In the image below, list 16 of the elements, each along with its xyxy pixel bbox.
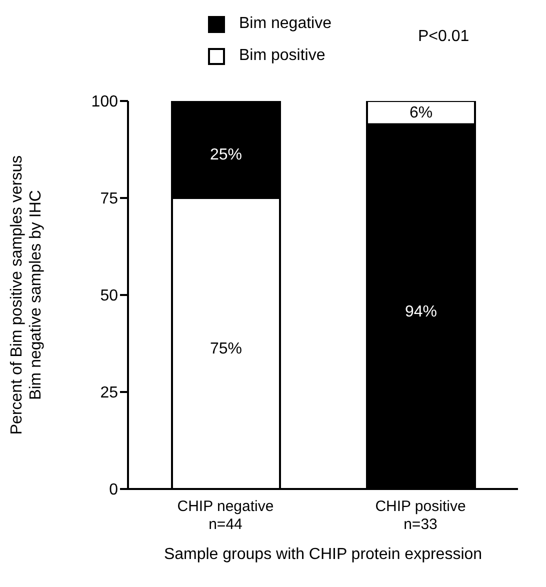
data-label: 25% xyxy=(210,146,242,164)
y-tick-label: 25 xyxy=(100,384,118,402)
data-label: 75% xyxy=(210,340,242,358)
y-axis-title: Percent of Bim positive samples versus Bim negative samples by IHC xyxy=(8,155,44,435)
y-tick-label: 75 xyxy=(100,190,118,208)
text: P<0.01 xyxy=(418,28,470,46)
legend-label: Bim positive xyxy=(239,47,326,65)
legend-label: Bim negative xyxy=(239,15,332,33)
y-tick-label: 50 xyxy=(100,288,118,305)
x-tick-label: CHIP negative n=44 xyxy=(177,498,274,533)
x-axis-title: Sample groups with CHIP protein expression xyxy=(164,546,482,563)
y-tick-label: 0 xyxy=(109,482,118,499)
data-label: 6% xyxy=(409,104,433,122)
y-tick-label: 100 xyxy=(91,94,118,111)
data-label: 94% xyxy=(404,304,438,321)
x-tick-label: CHIP positive n=33 xyxy=(375,498,466,533)
